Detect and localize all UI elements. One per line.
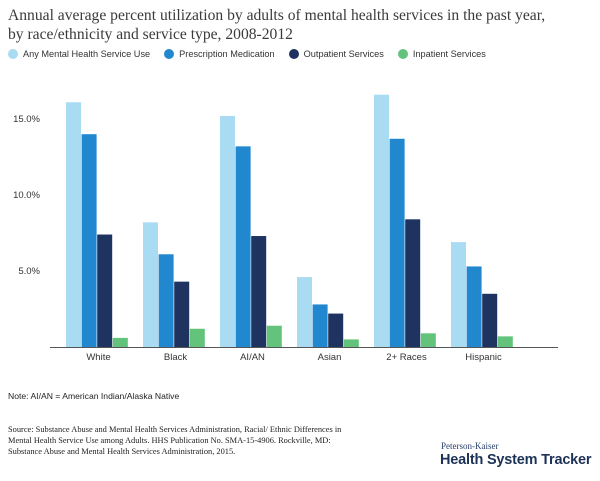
y-tick-label: 15.0% xyxy=(13,114,40,125)
bar-outpatient xyxy=(405,219,421,347)
source-line-1: Source: Substance Abuse and Mental Healt… xyxy=(8,425,342,434)
legend-swatch-outpatient xyxy=(288,49,299,59)
bar-inpatient xyxy=(189,328,205,347)
chart-title-line-1: Annual average percent utilization by ad… xyxy=(8,7,546,24)
y-tick-label: 10.0% xyxy=(13,190,40,201)
x-tick-label: White xyxy=(86,352,110,363)
bar-any xyxy=(374,94,389,348)
bar-any xyxy=(451,242,466,347)
chart-title: Annual average percent utilization by ad… xyxy=(8,6,593,44)
brand-subtitle: Peterson-Kaiser xyxy=(441,441,499,451)
legend-swatch-any xyxy=(8,49,18,59)
bar-any xyxy=(143,222,158,347)
legend-item-outpatient: Outpatient Services xyxy=(288,49,384,59)
legend-swatch-prescription xyxy=(164,49,175,59)
legend-label-inpatient: Inpatient Services xyxy=(412,49,486,59)
chart-title-line-2: by race/ethnicity and service type, 2008… xyxy=(8,26,293,43)
source-line-2: Mental Health Service Use among Adults. … xyxy=(8,435,331,445)
bar-prescription xyxy=(466,266,482,347)
source-text: Source: Substance Abuse and Mental Healt… xyxy=(8,425,448,457)
chart-note: Note: AI/AN = American Indian/Alaska Nat… xyxy=(8,391,180,401)
x-tick-label: Black xyxy=(164,352,187,363)
bar-outpatient xyxy=(97,234,113,347)
source-line-3: Substance Abuse and Mental Health Servic… xyxy=(8,446,236,456)
bar-inpatient xyxy=(266,325,282,347)
bar-any xyxy=(297,277,312,347)
bar-chart: 5.0% 10.0% 15.0% White Black AI/AN Asian 2+ Rac… xyxy=(13,94,558,363)
bar-outpatient xyxy=(251,236,267,347)
legend-label-prescription: Prescription Medication xyxy=(179,49,275,59)
chart-legend: Any Mental Health Service Use Prescripti… xyxy=(8,46,598,62)
bar-any xyxy=(66,102,81,347)
bar-inpatient xyxy=(420,333,436,347)
bar-inpatient xyxy=(343,339,359,347)
bar-prescription xyxy=(81,134,97,347)
bar-prescription xyxy=(312,304,328,347)
bar-prescription xyxy=(158,254,174,347)
y-tick-label: 5.0% xyxy=(18,266,40,277)
bar-outpatient xyxy=(174,281,190,347)
x-tick-label: AI/AN xyxy=(240,352,265,363)
legend-label-outpatient: Outpatient Services xyxy=(303,49,384,59)
brand-logo-text: Health System Tracker xyxy=(440,452,592,468)
legend-item-prescription: Prescription Medication xyxy=(164,49,275,59)
bar-prescription xyxy=(235,146,251,347)
bar-any xyxy=(220,115,235,348)
bar-inpatient xyxy=(112,337,128,347)
x-tick-label: Hispanic xyxy=(465,352,502,363)
bar-outpatient xyxy=(482,293,498,347)
x-tick-label: Asian xyxy=(318,352,342,363)
bar-outpatient xyxy=(328,313,344,347)
x-tick-label: 2+ Races xyxy=(386,352,427,363)
legend-swatch-inpatient xyxy=(397,49,408,59)
bar-prescription xyxy=(389,138,405,347)
legend-label-any: Any Mental Health Service Use xyxy=(23,49,151,59)
bar-inpatient xyxy=(497,336,513,347)
legend-item-inpatient: Inpatient Services xyxy=(397,49,486,59)
legend-item-any: Any Mental Health Service Use xyxy=(8,49,150,59)
